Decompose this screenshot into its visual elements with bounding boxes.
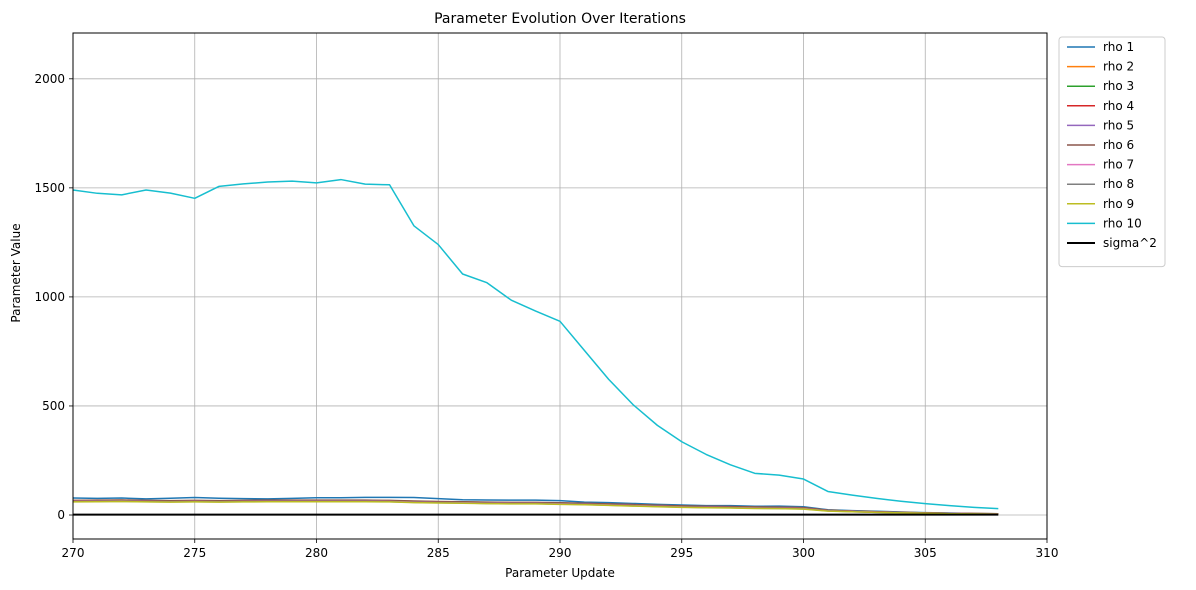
series-line-rho-9 [72, 500, 999, 515]
legend-entry-label: rho 3 [1103, 79, 1134, 93]
legend-entry-label: rho 8 [1103, 177, 1134, 191]
grid-lines [72, 33, 1048, 539]
y-tick-label: 500 [42, 399, 65, 413]
legend-entry-label: rho 4 [1103, 99, 1134, 113]
y-axis-ticks: 0 500 1000 1500 2000 [34, 72, 73, 522]
x-tick-label: 275 [183, 546, 206, 560]
x-tick-label: 270 [62, 546, 85, 560]
x-tick-label: 295 [670, 546, 693, 560]
x-tick-label: 305 [914, 546, 937, 560]
legend-entry-label: rho 9 [1103, 197, 1134, 211]
x-axis-ticks: 270 275 280 285 290 295 300 305 310 [62, 539, 1059, 560]
x-tick-label: 290 [549, 546, 572, 560]
legend-entry-label: rho 6 [1103, 138, 1134, 152]
legend: rho 1 rho 2 rho 3 rho 4 rho 5 rho 6 rho 7 rho 8… [1058, 36, 1166, 268]
series-line-rho-10 [72, 178, 999, 510]
legend-entry-label: rho 5 [1103, 118, 1134, 132]
legend-box [1058, 36, 1166, 268]
x-tick-label: 310 [1036, 546, 1059, 560]
legend-entry-label: rho 7 [1103, 158, 1134, 172]
legend-entry-label: rho 2 [1103, 60, 1134, 74]
y-axis-label: Parameter Value [9, 223, 23, 322]
y-tick-label: 1000 [34, 290, 65, 304]
x-tick-label: 280 [305, 546, 328, 560]
series-lines [72, 178, 999, 516]
x-tick-label: 300 [792, 546, 815, 560]
legend-entry-label: rho 10 [1103, 216, 1142, 230]
chart-title: Parameter Evolution Over Iterations [434, 11, 686, 27]
x-tick-label: 285 [427, 546, 450, 560]
legend-entry-label: rho 1 [1103, 40, 1134, 54]
legend-entry-label: sigma^2 [1103, 236, 1157, 250]
y-tick-label: 2000 [34, 72, 65, 86]
y-tick-label: 0 [57, 508, 65, 522]
y-tick-label: 1500 [34, 181, 65, 195]
x-axis-label: Parameter Update [505, 566, 615, 580]
